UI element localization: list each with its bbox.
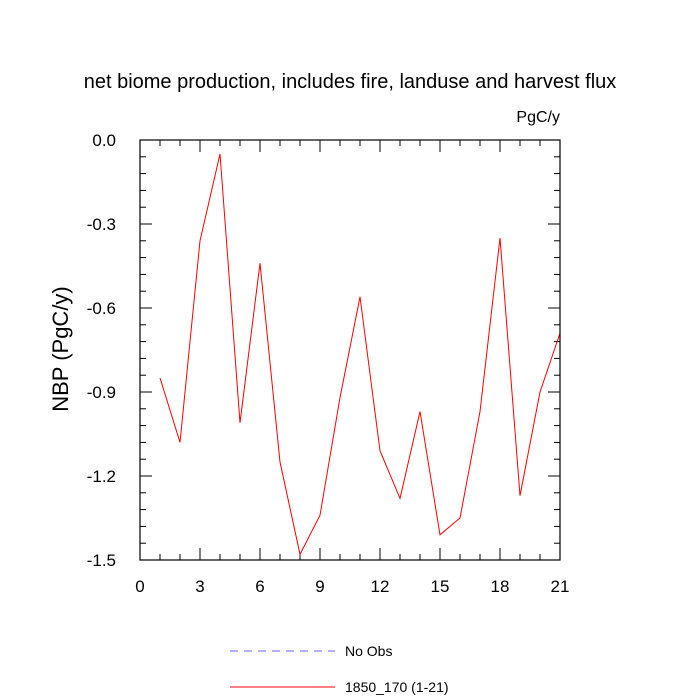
y-tick-label: -0.3 xyxy=(87,215,116,234)
series-lines xyxy=(159,153,561,556)
chart-title: net biome production, includes fire, lan… xyxy=(84,71,617,93)
x-tick-label: 12 xyxy=(371,577,390,596)
x-tick-label: 21 xyxy=(551,577,570,596)
legend-label-no-obs: No Obs xyxy=(345,643,392,659)
plot-frame xyxy=(139,139,561,561)
y-tick-label: -1.5 xyxy=(87,551,116,570)
y-tick-label: -0.6 xyxy=(87,299,116,318)
y-axis-label: NBP (PgC/y) xyxy=(48,286,73,412)
series-line-1 xyxy=(159,153,561,556)
x-tick-label: 3 xyxy=(195,577,204,596)
units-label: PgC/y xyxy=(516,109,560,126)
x-tick-label: 6 xyxy=(255,577,264,596)
y-tick-label: 0.0 xyxy=(92,131,116,150)
legend: No Obs 1850_170 (1-21) xyxy=(230,643,449,695)
legend-label-1850-170: 1850_170 (1-21) xyxy=(345,679,449,695)
x-tick-label: 9 xyxy=(315,577,324,596)
y-tick-label: -0.9 xyxy=(87,383,116,402)
x-tick-label: 15 xyxy=(431,577,450,596)
axis-ticks xyxy=(139,139,561,561)
axis-tick-labels: 0 3 6 9 12 15 18 21 0.0 -0.3 -0.6 -0.9 -1.2 -1.5 xyxy=(87,131,570,596)
y-tick-label: -1.2 xyxy=(87,467,116,486)
x-tick-label: 0 xyxy=(135,577,144,596)
x-tick-label: 18 xyxy=(491,577,510,596)
